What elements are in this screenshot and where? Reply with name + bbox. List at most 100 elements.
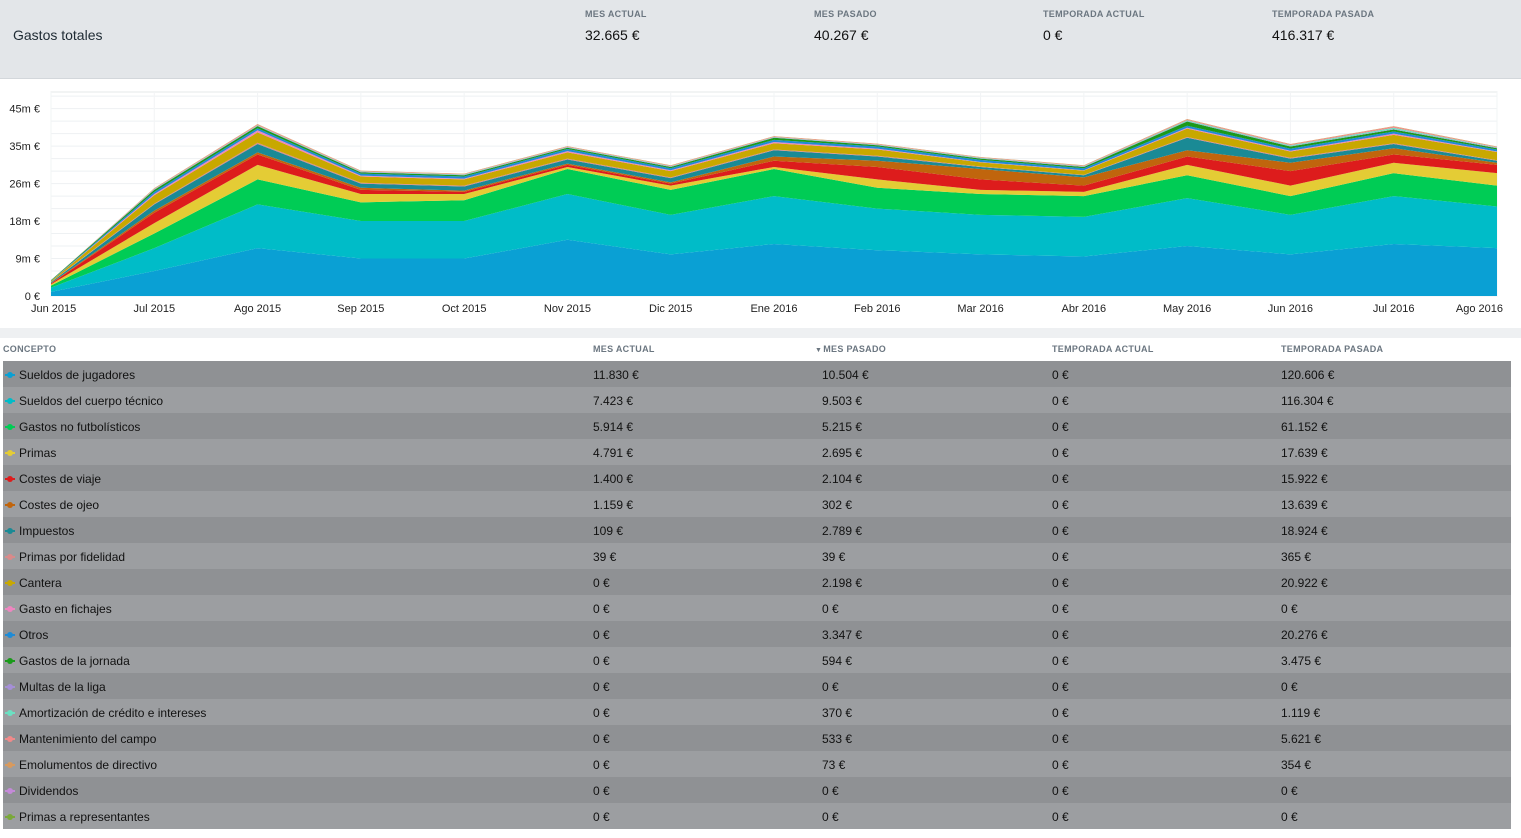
cell-temporada-actual: 0 € (1052, 706, 1069, 720)
series-area-12 (51, 121, 1497, 281)
stacked-area-chart: 0 € 9m € 18m € 26m € 35m € 45m € Jun 2015 Jul 2… (9, 91, 1503, 315)
series-marker-icon (5, 526, 15, 536)
cell-concepto: Cantera (19, 576, 62, 590)
cell-temporada-actual: 0 € (1052, 446, 1069, 460)
column-header-mes-actual[interactable]: MES ACTUAL (593, 344, 655, 354)
column-header-temporada-actual[interactable]: TEMPORADA ACTUAL (1052, 344, 1154, 354)
cell-temporada-pasada: 1.119 € (1281, 706, 1321, 720)
x-tick-label: Jun 2015 (31, 303, 76, 315)
series-marker-icon (5, 422, 15, 432)
table-row[interactable]: Gasto en fichajes 0 € 0 € 0 € 0 € (3, 595, 1511, 621)
cell-temporada-actual: 0 € (1052, 602, 1069, 616)
table-row[interactable]: Costes de viaje 1.400 € 2.104 € 0 € 15.922 € (3, 465, 1511, 491)
cell-concepto: Costes de viaje (19, 472, 102, 486)
table-row[interactable]: Sueldos de jugadores 11.830 € 10.504 € 0 € 1… (3, 361, 1511, 387)
cell-mes-pasado: 0 € (822, 680, 839, 694)
x-tick-label: Ago 2016 (1456, 303, 1503, 315)
cell-mes-pasado: 2.789 € (822, 524, 863, 538)
table-row[interactable]: Primas por fidelidad 39 € 39 € 0 € 365 € (3, 543, 1511, 569)
cell-mes-actual: 0 € (593, 758, 610, 772)
series-marker-icon (5, 682, 15, 692)
x-tick-label: Jul 2015 (133, 303, 175, 315)
table-row[interactable]: Primas 4.791 € 2.695 € 0 € 17.639 € (3, 439, 1511, 465)
cell-concepto: Costes de ojeo (19, 498, 100, 512)
stat-mes-pasado: MES PASADO 40.267 € (814, 9, 877, 43)
cell-temporada-actual: 0 € (1052, 732, 1069, 746)
cell-mes-pasado: 2.695 € (822, 446, 863, 460)
cell-concepto: Gasto en fichajes (19, 602, 112, 616)
stat-value: 0 € (1043, 27, 1063, 43)
table-row[interactable]: Emolumentos de directivo 0 € 73 € 0 € 354 € (3, 751, 1511, 777)
table-row[interactable]: Multas de la liga 0 € 0 € 0 € 0 € (3, 673, 1511, 699)
cell-concepto: Amortización de crédito e intereses (19, 706, 207, 720)
cell-temporada-actual: 0 € (1052, 576, 1069, 590)
cell-mes-actual: 0 € (593, 810, 610, 824)
column-header-temporada-pasada[interactable]: TEMPORADA PASADA (1281, 344, 1384, 354)
cell-temporada-actual: 0 € (1052, 758, 1069, 772)
y-tick-label: 9m € (16, 254, 40, 266)
cell-temporada-pasada: 0 € (1281, 680, 1298, 694)
cell-temporada-pasada: 365 € (1281, 550, 1312, 564)
series-marker-icon (5, 630, 15, 640)
series-area-2 (51, 194, 1497, 292)
table-row[interactable]: Dividendos 0 € 0 € 0 € 0 € (3, 777, 1511, 803)
x-tick-label: Nov 2015 (544, 303, 591, 315)
cell-temporada-actual: 0 € (1052, 394, 1069, 408)
stat-mes-actual: MES ACTUAL 32.665 € (585, 9, 647, 43)
cell-mes-pasado: 3.347 € (822, 628, 863, 642)
series-area-3 (51, 169, 1497, 288)
table-row[interactable]: Gastos no futbolísticos 5.914 € 5.215 € 0 €… (3, 413, 1511, 439)
stat-label: MES ACTUAL (585, 9, 647, 19)
y-tick-label: 45m € (9, 104, 40, 116)
cell-mes-pasado: 2.198 € (822, 576, 863, 590)
series-area-4 (51, 162, 1497, 286)
cell-concepto: Primas a representantes (19, 810, 150, 824)
cell-mes-actual: 0 € (593, 784, 610, 798)
cell-concepto: Gastos no futbolísticos (19, 420, 141, 434)
series-marker-icon (5, 578, 15, 588)
table-row[interactable]: Mantenimiento del campo 0 € 533 € 0 € 5.621 … (3, 725, 1511, 751)
summary-panel: Gastos totales MES ACTUAL 32.665 € MES P… (0, 0, 1521, 79)
cell-mes-actual: 39 € (593, 550, 617, 564)
cell-temporada-actual: 0 € (1052, 654, 1069, 668)
x-tick-label: May 2016 (1163, 303, 1211, 315)
cell-mes-pasado: 0 € (822, 784, 839, 798)
summary-title: Gastos totales (13, 27, 103, 43)
cell-temporada-pasada: 17.639 € (1281, 446, 1328, 460)
stat-label: TEMPORADA ACTUAL (1043, 9, 1145, 19)
series-marker-icon (5, 604, 15, 614)
section-divider (0, 328, 1521, 338)
cell-mes-actual: 0 € (593, 602, 610, 616)
table-row[interactable]: Amortización de crédito e intereses 0 € 37… (3, 699, 1511, 725)
y-tick-label: 18m € (9, 216, 40, 228)
cell-mes-pasado: 73 € (822, 758, 846, 772)
cell-mes-pasado: 9.503 € (822, 394, 863, 408)
cell-temporada-pasada: 20.276 € (1281, 628, 1328, 642)
column-header-concepto[interactable]: CONCEPTO (3, 344, 57, 354)
table-row[interactable]: Sueldos del cuerpo técnico 7.423 € 9.503 €… (3, 387, 1511, 413)
cell-concepto: Otros (19, 628, 49, 642)
column-header-mes-pasado[interactable]: ▼MES PASADO (815, 344, 886, 354)
x-tick-label: Ago 2015 (234, 303, 281, 315)
y-tick-label: 35m € (9, 141, 40, 153)
table-row[interactable]: Primas a representantes 0 € 0 € 0 € 0 € (3, 803, 1511, 829)
table-row[interactable]: Impuestos 109 € 2.789 € 0 € 18.924 € (3, 517, 1511, 543)
cell-mes-actual: 0 € (593, 732, 610, 746)
x-tick-label: Mar 2016 (957, 303, 1003, 315)
table-row[interactable]: Costes de ojeo 1.159 € 302 € 0 € 13.639 € (3, 491, 1511, 517)
series-marker-icon (5, 474, 15, 484)
x-tick-label: Dic 2015 (649, 303, 692, 315)
cell-mes-pasado: 0 € (822, 602, 839, 616)
series-marker-icon (5, 812, 15, 822)
series-marker-icon (5, 370, 15, 380)
cell-temporada-pasada: 354 € (1281, 758, 1312, 772)
series-marker-icon (5, 500, 15, 510)
table-row[interactable]: Gastos de la jornada 0 € 594 € 0 € 3.475 € (3, 647, 1511, 673)
table-row[interactable]: Cantera 0 € 2.198 € 0 € 20.922 € (3, 569, 1511, 595)
stat-temporada-actual: TEMPORADA ACTUAL 0 € (1043, 9, 1145, 43)
cell-temporada-actual: 0 € (1052, 550, 1069, 564)
cell-temporada-actual: 0 € (1052, 680, 1069, 694)
cell-temporada-actual: 0 € (1052, 524, 1069, 538)
table-row[interactable]: Otros 0 € 3.347 € 0 € 20.276 € (3, 621, 1511, 647)
cell-concepto: Mantenimiento del campo (19, 732, 157, 746)
